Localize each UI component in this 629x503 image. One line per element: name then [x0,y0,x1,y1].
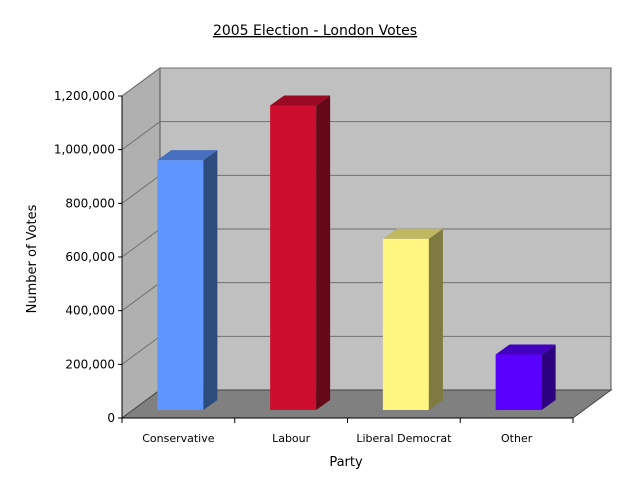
bar-side [428,228,443,410]
y-tick-label: 400,000 [65,304,115,318]
gridline [121,67,611,97]
x-axis-title: Party [329,455,363,470]
chart-title: 2005 Election - London Votes [213,23,417,39]
bar [157,150,218,410]
x-category-label: Labour [272,432,311,445]
bar-front [270,105,317,411]
y-tick-label: 200,000 [65,357,115,371]
bar-side [316,95,331,411]
y-tick-label: 800,000 [65,196,115,210]
bar-front [495,354,542,410]
bar-front [382,238,429,410]
bar-top [495,344,556,355]
y-tick-label: 600,000 [65,250,115,264]
x-category-label: Conservative [142,432,215,445]
y-tick-label: 1,000,000 [54,143,115,157]
bar-side [541,344,556,410]
bar-top [270,95,331,106]
bar [495,344,556,410]
y-axis-title: Number of Votes [25,204,40,313]
y-tick-label: 0 [107,411,115,425]
bar [382,228,443,410]
x-category-label: Other [501,432,533,445]
y-tick-label: 1,200,000 [54,89,115,103]
x-category-label: Liberal Democrat [356,432,452,445]
bar-top [382,228,443,239]
bar-front [157,160,204,410]
bar [270,95,331,411]
bar-top [157,150,218,161]
gridline [121,121,611,151]
bar-side [203,150,218,410]
